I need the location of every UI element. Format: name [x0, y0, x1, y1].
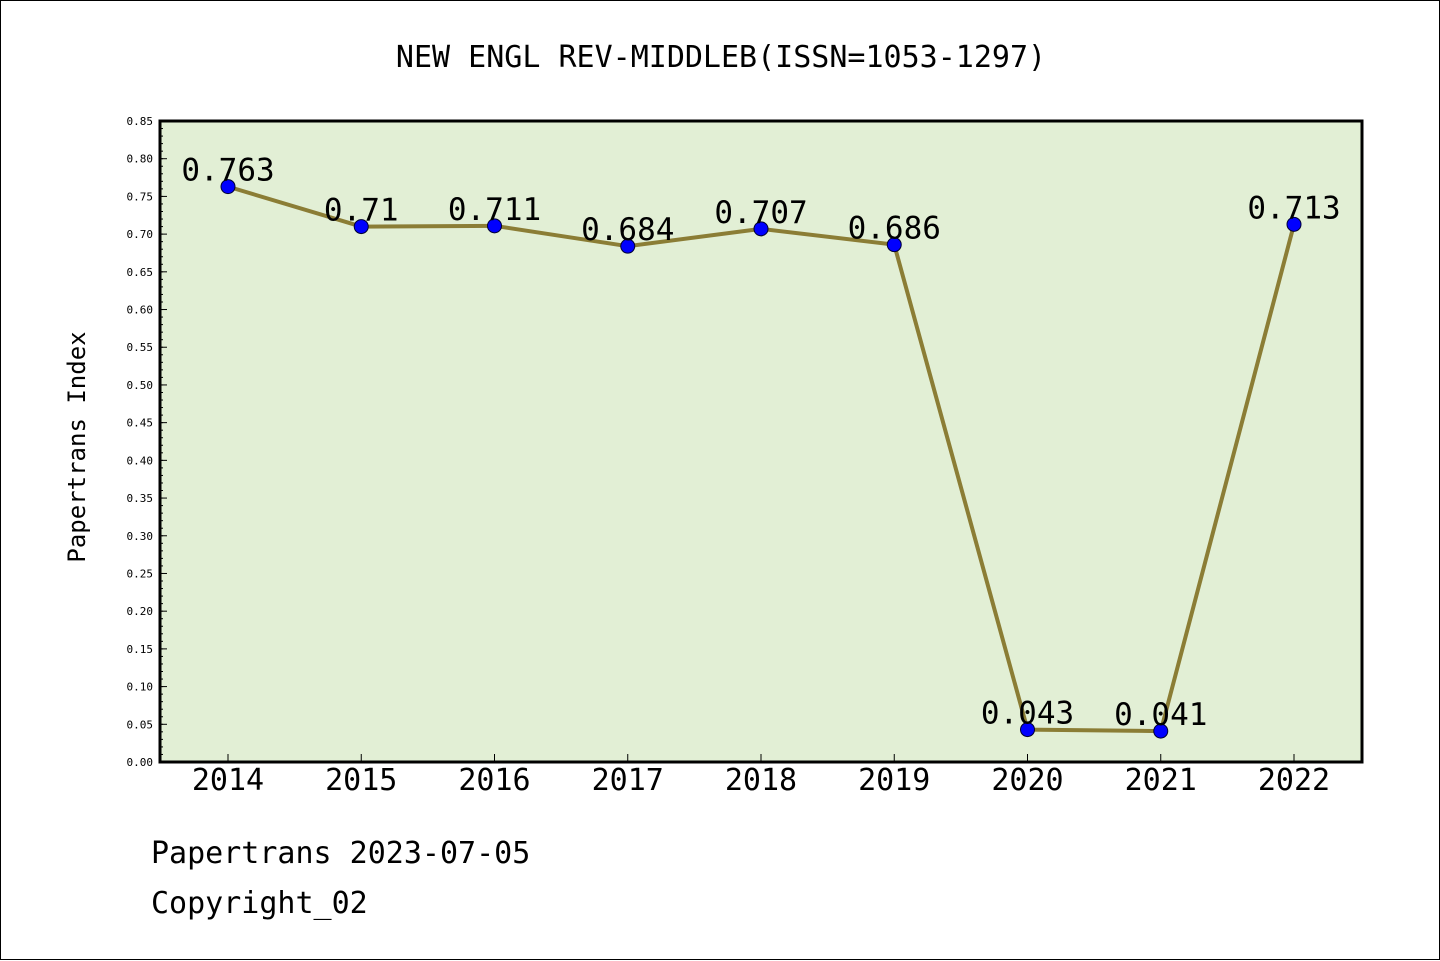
x-tick-label: 2017 [592, 763, 664, 798]
y-tick-label: 0.25 [127, 567, 154, 580]
x-tick-label: 2019 [858, 763, 930, 798]
data-label: 0.713 [1247, 190, 1340, 226]
y-axis: 0.00 0.05 0.10 0.15 0.20 0.25 0.30 0.35 0.40 0.45… [127, 115, 167, 769]
y-tick-label: 0.50 [127, 379, 154, 392]
x-tick-label: 2018 [725, 763, 797, 798]
footer-date: Papertrans 2023-07-05 [151, 836, 531, 871]
data-labels: 0.763 0.71 0.711 0.684 0.707 0.686 0.043 0.041 0… [181, 153, 1340, 733]
y-tick-label: 0.15 [127, 643, 154, 656]
data-point [753, 221, 769, 237]
data-point [487, 218, 502, 234]
data-label: 0.043 [981, 696, 1074, 732]
y-tick-label: 0.75 [127, 190, 154, 203]
data-markers [220, 179, 1302, 739]
y-tick-label: 0.05 [127, 718, 154, 731]
x-tick-label: 2014 [192, 763, 264, 798]
y-tick-label: 0.45 [127, 417, 154, 430]
y-tick-label: 0.40 [127, 454, 154, 467]
y-tick-label: 0.35 [127, 492, 154, 505]
data-label: 0.71 [324, 193, 399, 229]
y-tick-label: 0.30 [127, 530, 154, 543]
data-point [220, 179, 236, 195]
data-point [1020, 722, 1035, 738]
y-tick-label: 0.65 [127, 266, 154, 279]
x-tick-label: 2021 [1125, 763, 1197, 798]
plot-frame [158, 119, 1364, 764]
y-tick-label: 0.00 [127, 756, 154, 769]
y-tick-label: 0.60 [127, 304, 154, 317]
data-point [1286, 216, 1302, 232]
data-point [620, 238, 636, 254]
x-tick-label: 2015 [325, 763, 397, 798]
data-label: 0.707 [714, 195, 807, 231]
y-tick-label: 0.10 [127, 681, 154, 694]
data-label: 0.686 [848, 211, 941, 247]
y-tick-label: 0.80 [127, 153, 154, 166]
footer-copyright: Copyright_02 [151, 886, 368, 921]
data-label: 0.684 [581, 212, 674, 248]
data-point [353, 219, 369, 235]
y-tick-label: 0.85 [127, 115, 154, 128]
y-tick-label: 0.70 [127, 228, 154, 241]
x-tick-label: 2022 [1258, 763, 1330, 798]
y-axis-title: Papertrans Index [63, 331, 91, 562]
data-label: 0.711 [448, 192, 541, 228]
data-label: 0.763 [181, 153, 274, 189]
x-tick-label: 2020 [991, 763, 1063, 798]
y-tick-label: 0.20 [127, 605, 154, 618]
x-axis: 2014 2015 2016 2017 2018 2019 2020 2021 2022 [192, 754, 1330, 798]
data-point [1153, 723, 1169, 739]
y-tick-label: 0.55 [127, 341, 154, 354]
data-label: 0.041 [1114, 697, 1207, 733]
data-point [886, 237, 902, 253]
chart-title: NEW ENGL REV-MIDDLEB(ISSN=1053-1297) [396, 40, 1046, 75]
x-tick-label: 2016 [458, 763, 530, 798]
